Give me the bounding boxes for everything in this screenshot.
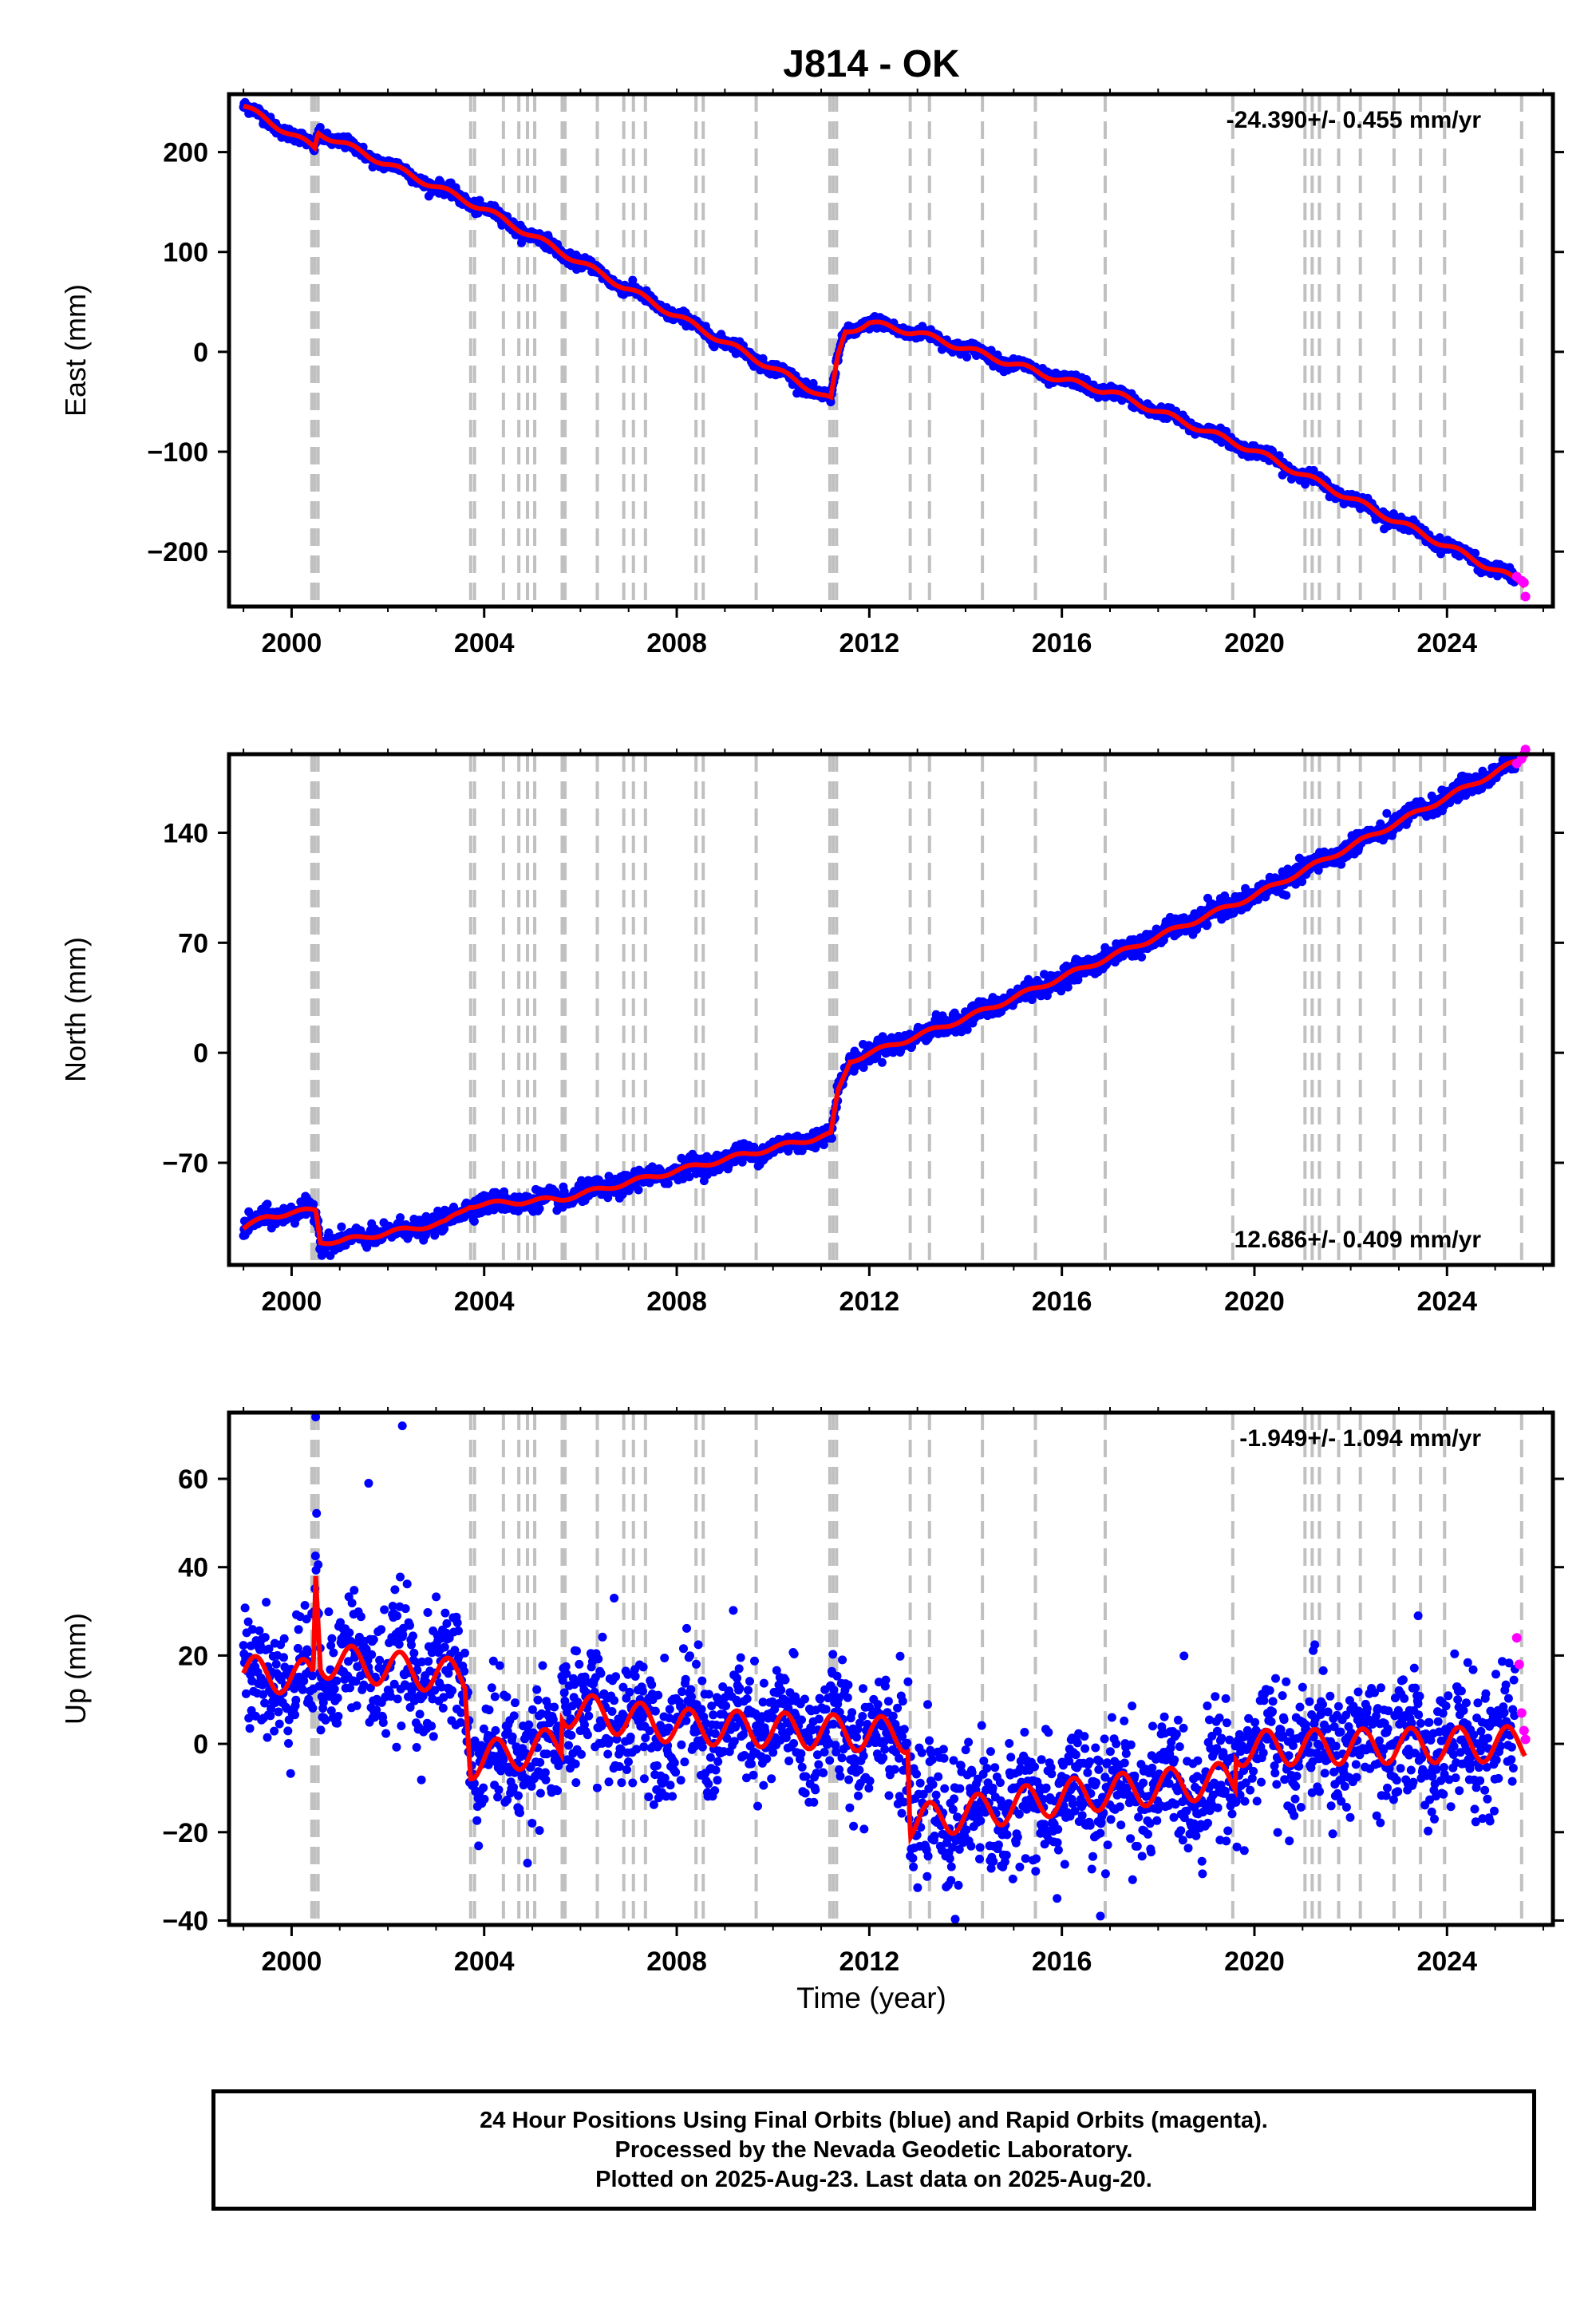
x-tick-label: 2004 <box>454 1286 515 1317</box>
y-tick-label: 100 <box>163 238 208 268</box>
data-point <box>337 1222 346 1231</box>
data-point <box>663 1179 673 1188</box>
final-orbit-points <box>239 754 1519 1260</box>
rapid-point <box>1520 591 1531 602</box>
data-point <box>1137 952 1147 962</box>
x-tick-label: 2016 <box>1032 628 1092 658</box>
plot-frame <box>227 92 1555 609</box>
y-tick-label: −200 <box>147 537 208 567</box>
final-orbit-points <box>239 97 1519 587</box>
y-tick-label: −100 <box>147 437 208 468</box>
x-tick-label: 2012 <box>839 628 900 658</box>
data-point <box>1203 920 1212 930</box>
y-tick-label: 200 <box>163 138 208 168</box>
data-point <box>634 1185 643 1195</box>
figure-title: J814 - OK <box>783 43 960 85</box>
rapid-point <box>1519 577 1529 587</box>
x-tick-label: 2020 <box>1224 1286 1285 1317</box>
x-tick-label: 2024 <box>1416 1286 1477 1317</box>
y-axis-title: East (mm) <box>59 284 92 417</box>
x-tick-label: 2024 <box>1416 628 1477 658</box>
data-point <box>1282 891 1291 900</box>
x-tick-label: 2008 <box>646 1286 707 1317</box>
x-tick-label: 2000 <box>262 628 322 658</box>
x-tick-label: 2008 <box>646 628 707 658</box>
data-point <box>962 353 972 362</box>
x-tick-label: 2016 <box>1032 1286 1092 1317</box>
x-tick-label: 2004 <box>454 628 515 658</box>
data-point <box>263 1199 272 1209</box>
model-line <box>242 757 1526 1247</box>
x-tick-label: 2012 <box>839 1286 900 1317</box>
data-point <box>808 378 818 388</box>
data-point <box>877 1057 887 1067</box>
event-lines <box>310 94 1523 607</box>
rate-label: -24.390+/- 0.455 mm/yr <box>1227 107 1482 133</box>
x-tick-label: 2020 <box>1224 628 1285 658</box>
y-tick-label: 0 <box>193 338 208 368</box>
data-point <box>535 1203 544 1213</box>
north-panel: 2000 2004 2008 2012 2016 2020 2024−70070140Nor… <box>59 745 1564 1317</box>
x-tick-label: 2000 <box>262 1286 322 1317</box>
data-point <box>469 1216 479 1226</box>
data-point <box>826 397 836 407</box>
east-panel: 2000 2004 2008 2012 2016 2020 2024 −200 −100 0 100… <box>59 89 1564 658</box>
data-point <box>628 275 638 285</box>
